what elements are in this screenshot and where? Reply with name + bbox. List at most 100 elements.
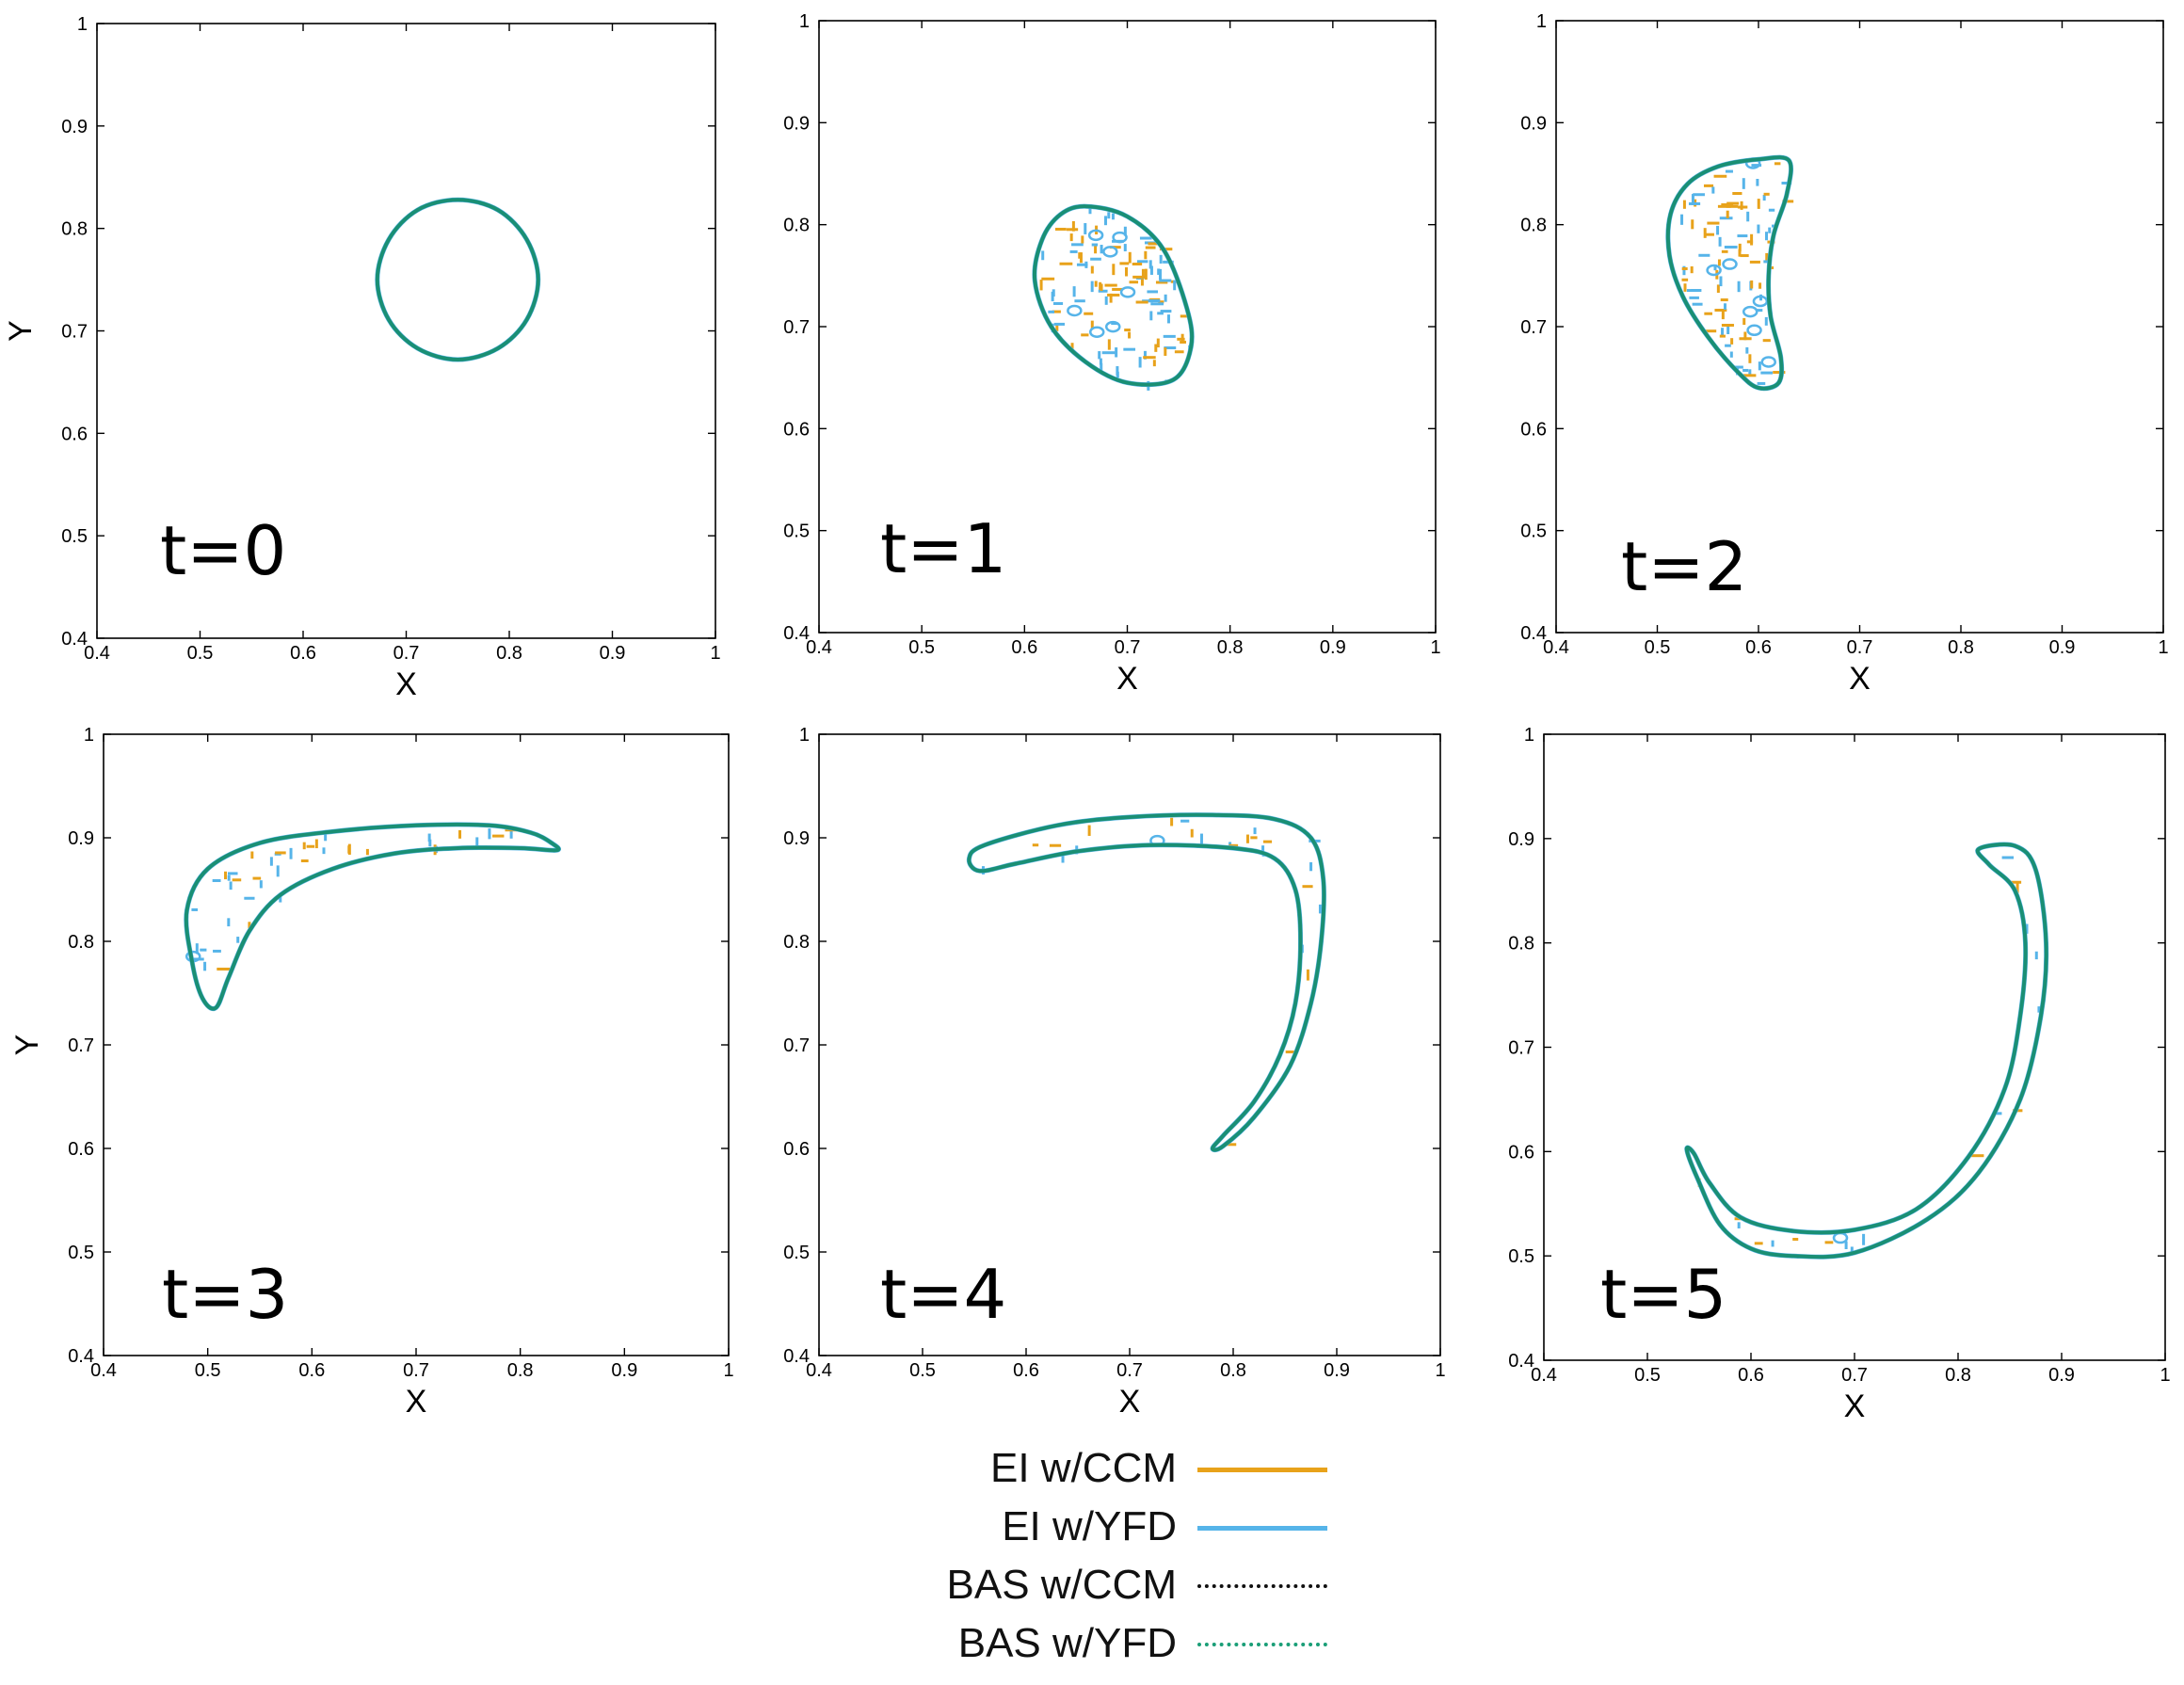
speckle [1132, 262, 1143, 265]
y-tick-label: 0.8 [783, 932, 810, 953]
x-tick-label: 1 [723, 1360, 733, 1381]
y-tick-label: 0.9 [1508, 829, 1534, 850]
speckle [1762, 339, 1771, 343]
speckle [1698, 253, 1710, 257]
speckle [1170, 817, 1174, 826]
y-tick-label: 1 [799, 725, 810, 746]
speckle [1714, 309, 1727, 313]
y-tick-label: 0.5 [1508, 1246, 1534, 1267]
speckle [1112, 287, 1123, 291]
y-tick-label: 0.5 [1520, 522, 1547, 542]
speckle [1844, 1241, 1848, 1250]
speckle [1090, 265, 1094, 274]
x-tick-label: 0.8 [507, 1360, 534, 1381]
speckle [1737, 1222, 1741, 1228]
interface-curve [1665, 155, 1793, 391]
y-tick-label: 0.8 [1508, 934, 1534, 955]
speckle [1792, 1237, 1799, 1241]
speckle [1723, 303, 1726, 310]
speckle [1136, 260, 1148, 264]
speckle [1147, 290, 1159, 294]
speckle [1737, 281, 1741, 293]
y-tick-label: 0.9 [68, 828, 94, 849]
speckle [1226, 1143, 1237, 1147]
speckle-loop [1746, 324, 1762, 337]
y-tick-label: 0.8 [61, 219, 88, 240]
speckle [1090, 281, 1094, 293]
legend: EI w/CCM EI w/YFD BAS w/CCM BAS w/YFD [847, 1440, 1337, 1685]
speckle [1757, 381, 1766, 385]
panel-time-label: t=0 [160, 511, 286, 590]
speckle [1765, 232, 1769, 241]
speckle [1059, 262, 1073, 265]
speckle [1150, 302, 1164, 306]
speckle [1104, 283, 1117, 287]
speckle [1719, 217, 1733, 220]
x-tick-label: 0.6 [298, 1360, 325, 1381]
y-tick-label: 0.7 [68, 1035, 94, 1056]
speckle-loop [1087, 229, 1104, 242]
speckle [428, 839, 432, 847]
y-tick-label: 0.6 [783, 419, 810, 440]
y-tick-label: 1 [1524, 725, 1534, 746]
speckle [1128, 251, 1132, 264]
x-tick-label: 1 [2160, 1365, 2170, 1386]
y-tick-label: 0.6 [61, 424, 88, 444]
speckle [203, 961, 207, 971]
speckle [1245, 834, 1249, 843]
speckle [1717, 204, 1731, 208]
speckle [1764, 316, 1768, 326]
speckle [1149, 265, 1153, 275]
speckle [1721, 202, 1734, 206]
x-tick-label: 0.9 [600, 643, 626, 664]
speckle [1758, 282, 1762, 289]
speckle [1174, 350, 1184, 354]
speckle [1180, 819, 1190, 823]
x-axis-label: X [395, 666, 417, 702]
speckle [1774, 162, 1781, 166]
x-tick-label: 0.5 [187, 643, 214, 664]
x-tick-label: 1 [1435, 1360, 1445, 1381]
speckle [1724, 245, 1738, 249]
speckle [1157, 268, 1161, 275]
speckle [1109, 246, 1121, 249]
x-tick-label: 0.4 [90, 1360, 117, 1381]
legend-label: EI w/YFD [1002, 1503, 1177, 1549]
speckle [1055, 324, 1059, 331]
speckle [1718, 236, 1722, 247]
legend-item-bas-yfd: BAS w/YFD [847, 1615, 1337, 1672]
x-tick-label: 0.4 [806, 1360, 832, 1381]
speckle [227, 918, 231, 927]
speckle [236, 937, 240, 943]
speckle [1719, 276, 1723, 287]
x-tick-label: 0.9 [2048, 1365, 2075, 1386]
speckle [1750, 280, 1754, 289]
speckle [1148, 260, 1152, 269]
y-axis-label: Y [9, 1035, 45, 1056]
speckle [1140, 279, 1144, 286]
x-tick-label: 0.4 [84, 643, 110, 664]
interface-curve [967, 812, 1326, 1152]
speckle [1139, 236, 1152, 240]
y-tick-label: 0.7 [61, 322, 88, 343]
y-tick-label: 0.9 [783, 113, 810, 134]
speckle [1094, 245, 1098, 254]
speckle [1737, 234, 1748, 238]
speckle [1173, 280, 1177, 291]
speckle [1084, 312, 1094, 315]
speckle [1091, 243, 1099, 247]
panel-time-label: t=4 [880, 1255, 1006, 1334]
speckle [1054, 227, 1067, 231]
x-axis-label: X [1849, 661, 1871, 697]
x-tick-label: 1 [1430, 637, 1440, 658]
speckle [1180, 314, 1188, 318]
speckle-loop [1742, 305, 1758, 318]
y-tick-label: 0.8 [1520, 216, 1547, 236]
y-tick-label: 0.6 [783, 1139, 810, 1160]
speckle [306, 844, 315, 848]
speckle [244, 896, 255, 900]
x-tick-label: 0.5 [909, 1360, 936, 1381]
speckle [1692, 302, 1703, 306]
speckle-loop [1102, 246, 1118, 258]
y-tick-label: 0.4 [1520, 623, 1547, 644]
